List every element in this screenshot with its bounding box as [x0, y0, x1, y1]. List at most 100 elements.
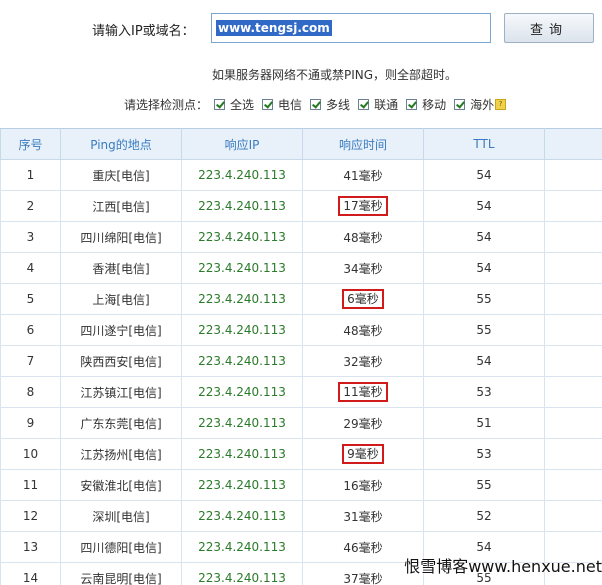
cell-response-time: 34毫秒: [302, 252, 424, 284]
highlighted-response-time: 6毫秒: [342, 289, 384, 309]
cell-no: 5: [0, 283, 61, 315]
cell-location: 陕西西安[电信]: [60, 345, 182, 377]
cell-no: 4: [0, 252, 61, 284]
cell-extra: [544, 159, 602, 191]
help-icon[interactable]: ?: [495, 98, 507, 110]
cell-extra: 雅和: [544, 376, 602, 408]
cell-ttl: 54: [423, 159, 545, 191]
cell-extra: 安: [544, 469, 602, 501]
header-response-time: 响应时间: [302, 128, 424, 160]
notice-text: 如果服务器网络不通或禁PING，则全部超时。: [212, 68, 458, 82]
cell-location: 江苏扬州[电信]: [60, 438, 182, 470]
checkbox-icon[interactable]: [214, 98, 226, 110]
cell-no: 14: [0, 562, 61, 585]
checkbox-icon[interactable]: [262, 98, 274, 110]
cell-extra: 【高防: [544, 190, 602, 222]
checkbox-icon[interactable]: [406, 98, 418, 110]
cell-no: 1: [0, 159, 61, 191]
checkbox-icon[interactable]: [358, 98, 370, 110]
checkbox-mobile[interactable]: 移动: [406, 96, 446, 113]
cell-ip: 223.4.240.113: [181, 531, 303, 563]
cell-ip: 223.4.240.113: [181, 500, 303, 532]
cell-ip: 223.4.240.113: [181, 159, 303, 191]
cell-response-time: 17毫秒: [302, 190, 424, 222]
search-input-value[interactable]: www.tengsj.com: [216, 20, 332, 36]
checkbox-multiline[interactable]: 多线: [310, 96, 350, 113]
highlighted-response-time: 9毫秒: [342, 444, 384, 464]
cell-ip: 223.4.240.113: [181, 469, 303, 501]
cell-no: 3: [0, 221, 61, 253]
cell-no: 8: [0, 376, 61, 408]
cell-response-time: 32毫秒: [302, 345, 424, 377]
checkbox-icon[interactable]: [454, 98, 466, 110]
table-row: 1 重庆[电信] 223.4.240.113 41毫秒 54: [0, 159, 602, 191]
header-ip: 响应IP: [181, 128, 303, 160]
cell-no: 12: [0, 500, 61, 532]
cell-ip: 223.4.240.113: [181, 438, 303, 470]
cell-response-time: 29毫秒: [302, 407, 424, 439]
highlighted-response-time: 11毫秒: [338, 382, 388, 402]
cell-no: 13: [0, 531, 61, 563]
cell-location: 四川德阳[电信]: [60, 531, 182, 563]
watermark: 恨雪博客www.henxue.net: [404, 557, 602, 576]
table-row: 4香港[电信]223.4.240.11334毫秒54香: [0, 252, 602, 284]
cell-ttl: 54: [423, 221, 545, 253]
cell-ip: 223.4.240.113: [181, 314, 303, 346]
cell-ip: 223.4.240.113: [181, 190, 303, 222]
search-area: 请输入IP或域名： www.tengsj.com 查询: [0, 0, 602, 56]
cell-extra: 中: [544, 345, 602, 377]
cell-ttl: 53: [423, 376, 545, 408]
table-row: 14 云南昆明[电信] 223.4.240.113 37毫秒 55: [0, 562, 602, 585]
checkpoint-label: 请选择检测点：: [124, 97, 209, 112]
cell-ip: 223.4.240.113: [181, 407, 303, 439]
search-input[interactable]: www.tengsj.com: [211, 13, 491, 43]
cell-ip: 223.4.240.113: [181, 283, 303, 315]
cell-no: 7: [0, 345, 61, 377]
checkbox-select-all[interactable]: 全选: [214, 96, 254, 113]
cell-location: 香港[电信]: [60, 252, 182, 284]
header-location: Ping的地点: [60, 128, 182, 160]
checkbox-icon[interactable]: [310, 98, 322, 110]
ping-results-table: 序号 Ping的地点 响应IP 响应时间 TTL 1 重庆[电信] 223.4.24…: [0, 128, 602, 585]
cell-ttl: 55: [423, 562, 545, 585]
cell-location: 上海[电信]: [60, 283, 182, 315]
table-row: 2江西[电信]223.4.240.113 17毫秒 54【高防: [0, 190, 602, 222]
cell-location: 四川绵阳[电信]: [60, 221, 182, 253]
cell-ip: 223.4.240.113: [181, 345, 303, 377]
cell-no: 10: [0, 438, 61, 470]
cell-response-time: 6毫秒: [302, 283, 424, 315]
checkpoint-selector: 请选择检测点： 全选 电信 多线 联通 移动 海外 ?: [124, 95, 507, 113]
cell-no: 9: [0, 407, 61, 439]
cell-response-time: 9毫秒: [302, 438, 424, 470]
cell-response-time: 48毫秒: [302, 221, 424, 253]
cell-no: 11: [0, 469, 61, 501]
header-no: 序号: [0, 128, 61, 160]
cell-location: 广东东莞[电信]: [60, 407, 182, 439]
query-button[interactable]: 查询: [504, 13, 594, 43]
cell-extra: BGP: [544, 407, 602, 439]
cell-extra: Diy: [544, 438, 602, 470]
cell-ttl: 54: [423, 345, 545, 377]
cell-ip: 223.4.240.113: [181, 221, 303, 253]
cell-ttl: 54: [423, 190, 545, 222]
cell-ip: 223.4.240.113: [181, 252, 303, 284]
checkbox-unicom[interactable]: 联通: [358, 96, 398, 113]
cell-ttl: 55: [423, 283, 545, 315]
checkbox-overseas[interactable]: 海外: [454, 96, 494, 113]
cell-ttl: 55: [423, 469, 545, 501]
cell-ttl: 55: [423, 314, 545, 346]
cell-extra: 香: [544, 500, 602, 532]
checkbox-telecom[interactable]: 电信: [262, 96, 302, 113]
cell-response-time: 16毫秒: [302, 469, 424, 501]
cell-location: 深圳[电信]: [60, 500, 182, 532]
header-extra: [544, 128, 602, 160]
cell-location: 安徽淮北[电信]: [60, 469, 182, 501]
cell-ttl: 51: [423, 407, 545, 439]
